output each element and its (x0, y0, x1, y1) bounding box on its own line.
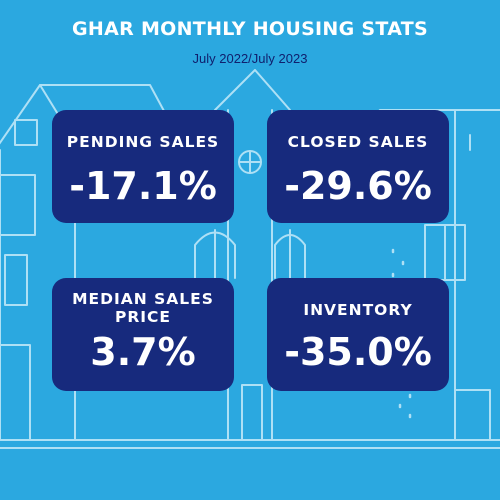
inventory-card: INVENTORY -35.0% (267, 278, 449, 391)
closed-sales-card: CLOSED SALES -29.6% (267, 110, 449, 223)
closed-sales-label: CLOSED SALES (287, 133, 429, 151)
median-sales-price-value: 3.7% (90, 330, 196, 374)
inventory-value: -35.0% (284, 330, 432, 374)
pending-sales-label: PENDING SALES (66, 133, 220, 151)
median-sales-price-card: MEDIAN SALES PRICE 3.7% (52, 278, 234, 391)
date-range-subtitle: July 2022/July 2023 (192, 51, 308, 66)
inventory-label: INVENTORY (303, 301, 413, 319)
page-title: GHAR MONTHLY HOUSING STATS (72, 18, 428, 40)
pending-sales-value: -17.1% (69, 164, 217, 208)
closed-sales-value: -29.6% (284, 164, 432, 208)
pending-sales-card: PENDING SALES -17.1% (52, 110, 234, 223)
median-sales-price-label: MEDIAN SALES PRICE (72, 290, 214, 326)
